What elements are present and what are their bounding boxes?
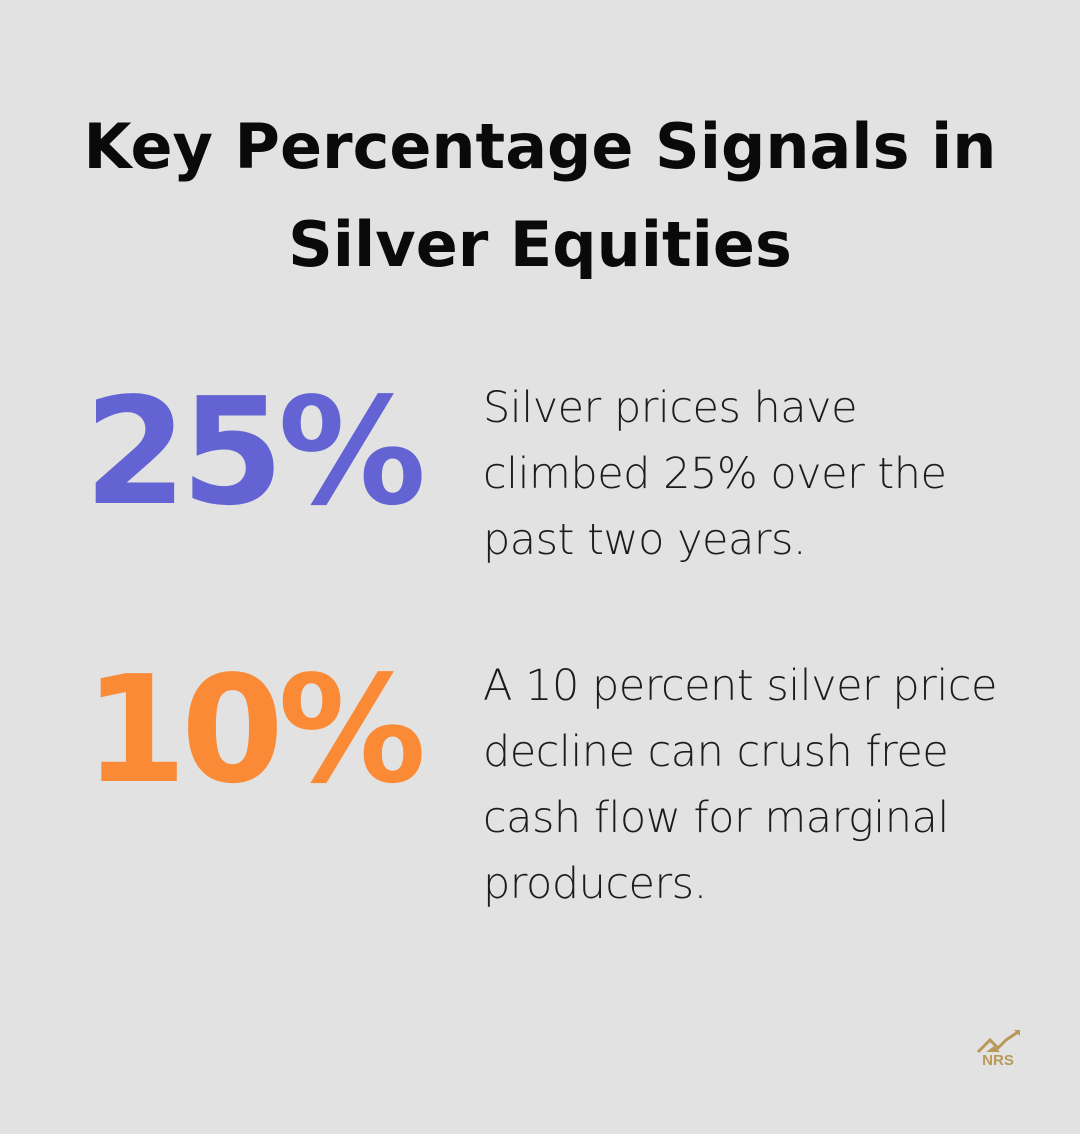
mountain-chart-arrow-icon: [976, 1030, 1020, 1054]
logo-text: NRS: [982, 1052, 1014, 1069]
stat-description-10: A 10 percent silver price decline can cr…: [483, 661, 997, 909]
logo: NRS: [974, 1030, 1024, 1074]
stat-value-10: 10%: [84, 644, 426, 816]
page-title: Key Percentage Signals in Silver Equitie…: [83, 110, 997, 281]
stat-description-25: Silver prices have climbed 25% over the …: [483, 383, 947, 565]
stat-value-25: 25%: [84, 366, 426, 538]
